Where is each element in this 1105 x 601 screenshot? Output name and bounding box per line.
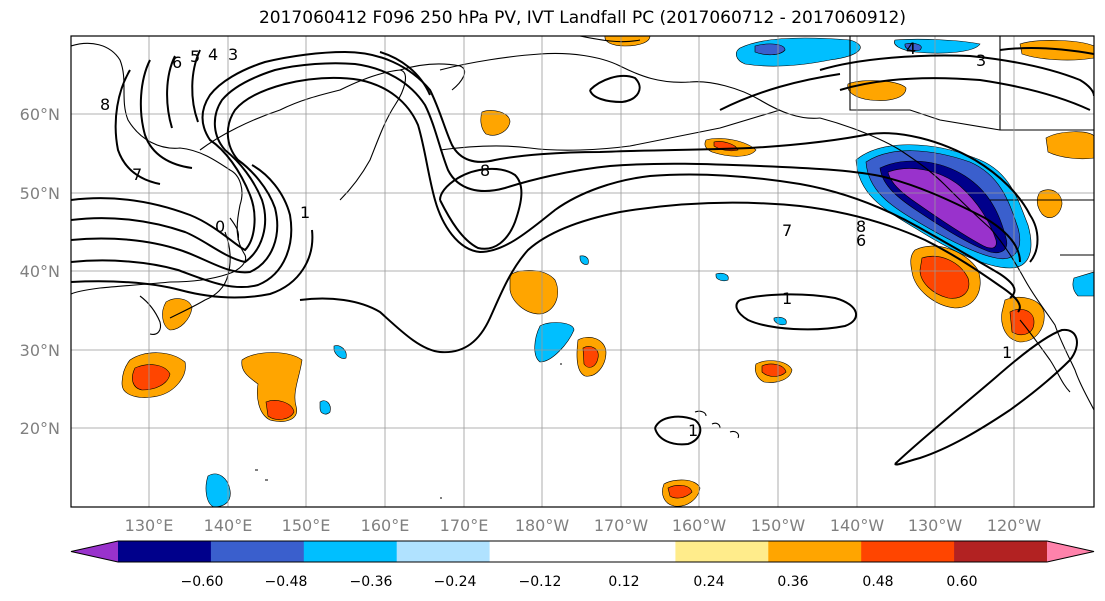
lon-label: 130°W [908, 516, 963, 535]
colorbar-segment [582, 541, 676, 562]
colorbar [70, 540, 1095, 563]
colorbar-tick-label: −0.12 [519, 574, 562, 590]
contour-label: 1 [300, 203, 310, 222]
colorbar-tick-label: −0.60 [181, 574, 224, 590]
lon-label: 160°E [361, 516, 410, 535]
lon-label: 140°W [830, 516, 885, 535]
lon-label: 160°W [672, 516, 727, 535]
contour-label: 3 [228, 45, 238, 64]
contour-label: 4 [208, 45, 218, 64]
contour-label: 8 [100, 95, 110, 114]
colorbar-segment [396, 541, 491, 562]
colorbar-outline [70, 540, 1095, 563]
lon-label: 150°E [282, 516, 331, 535]
lon-label: 130°E [125, 516, 174, 535]
contour-label: 8 [480, 161, 490, 180]
colorbar-tick-label: 0.48 [862, 574, 893, 590]
map-frame [70, 35, 1095, 508]
colorbar-segment [954, 541, 1048, 562]
pv-contours [71, 46, 1094, 466]
lat-label: 20°N [20, 419, 60, 438]
longitude-labels: 130°E 140°E 150°E 160°E 170°E 180°W 170°… [125, 516, 1042, 535]
colorbar-segment [768, 541, 862, 562]
figure-title: 2017060412 F096 250 hPa PV, IVT Landfall… [258, 8, 906, 28]
colorbar-tick-label: −0.48 [265, 574, 308, 590]
contour-label: 7 [132, 165, 142, 184]
lat-label: 50°N [20, 184, 60, 203]
lat-label: 40°N [20, 262, 60, 281]
contour-labels: 6 5 4 3 8 7 0 1 8 7 8 6 1 4 3 1 1 [100, 39, 1012, 440]
contour-label: 3 [976, 51, 986, 70]
colorbar-tick-label: 0.36 [777, 574, 808, 590]
contour-label: 1 [688, 421, 698, 440]
ivt-shading [121, 36, 1094, 507]
latitude-labels: 60°N 50°N 40°N 30°N 20°N [20, 105, 60, 438]
colorbar-ticks: −0.60 −0.48 −0.36 −0.24 −0.12 0.12 0.24 … [181, 574, 978, 590]
contour-label: 5 [190, 47, 200, 66]
lon-label: 150°W [751, 516, 806, 535]
lat-label: 60°N [20, 105, 60, 124]
colorbar-extend-high [1047, 541, 1094, 562]
lat-label: 30°N [20, 341, 60, 360]
colorbar-tick-label: 0.60 [946, 574, 977, 590]
colorbar-segment [303, 541, 398, 562]
contour-label: 6 [856, 231, 866, 250]
colorbar-segment [675, 541, 769, 562]
colorbar-segment [210, 541, 305, 562]
colorbar-segment [118, 541, 212, 562]
contour-label: 0 [215, 217, 225, 236]
colorbar-tick-label: −0.36 [350, 574, 393, 590]
contour-label: 1 [1002, 343, 1012, 362]
lon-label: 170°E [440, 516, 489, 535]
lon-label: 180°W [515, 516, 570, 535]
lon-label: 120°W [987, 516, 1042, 535]
lon-label: 140°E [204, 516, 253, 535]
contour-label: 6 [172, 53, 182, 72]
colorbar-segment [489, 541, 583, 562]
colorbar-tick-label: 0.24 [693, 574, 724, 590]
contour-label: 7 [782, 221, 792, 240]
colorbar-extend-low [71, 541, 118, 562]
contour-label: 4 [906, 39, 916, 58]
lon-label: 170°W [594, 516, 649, 535]
colorbar-segment [861, 541, 955, 562]
contour-label: 1 [782, 289, 792, 308]
colorbar-tick-label: −0.24 [434, 574, 477, 590]
contour-label: 8 [856, 217, 866, 236]
colorbar-tick-label: 0.12 [608, 574, 639, 590]
